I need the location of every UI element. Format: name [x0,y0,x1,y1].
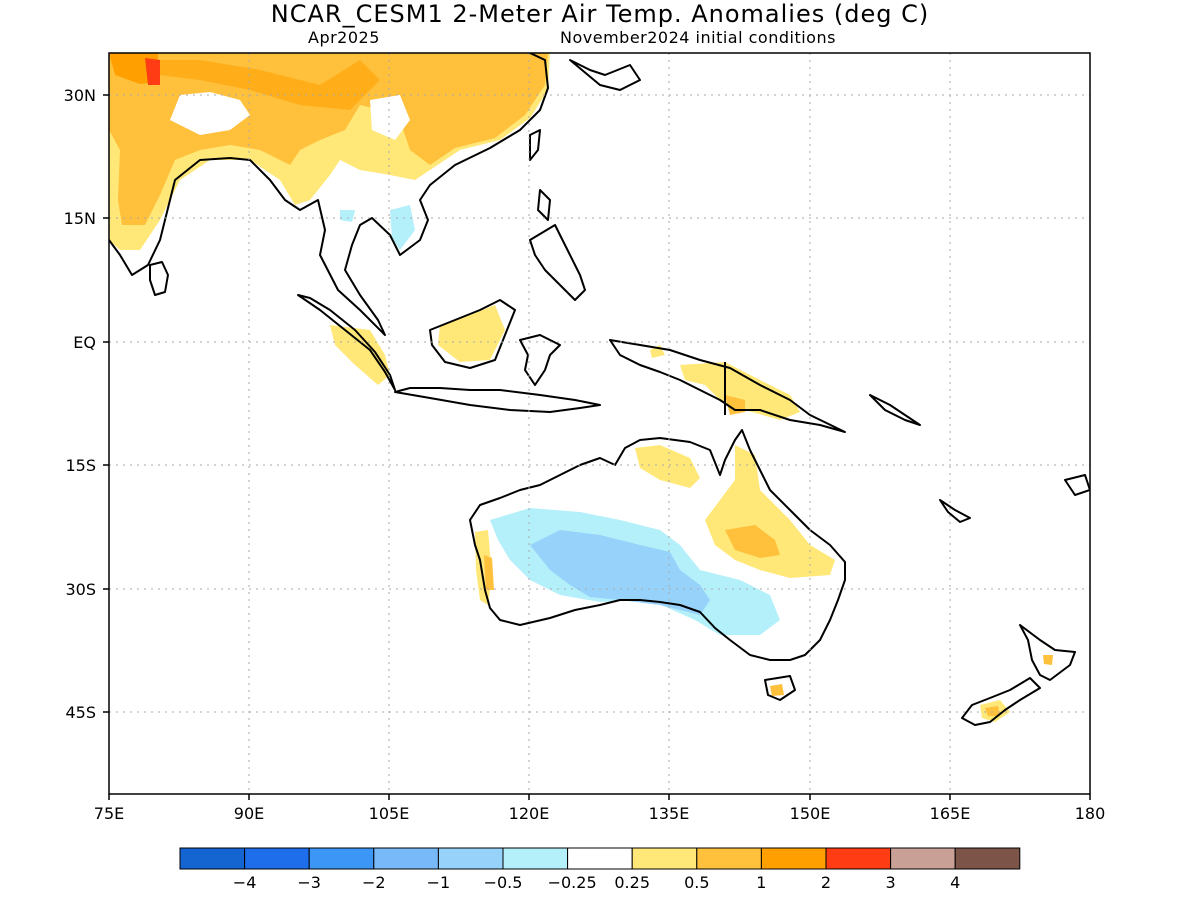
lon-label: 135E [648,804,690,823]
colorbar-label: −4 [232,873,257,892]
colorbar-swatch [696,847,762,870]
lon-label: 150E [789,804,831,823]
colorbar-label: 0.5 [684,873,710,892]
colorbar-swatch [760,847,827,870]
anomaly-shading [109,53,1053,722]
colorbar-label: 4 [950,873,961,892]
plot-border [108,52,1091,795]
colorbar-swatch [567,847,633,870]
colorbar-label: 0.25 [614,873,650,892]
colorbar-label: 1 [756,873,767,892]
colorbar-swatch [502,847,569,870]
colorbar-swatch [631,847,698,870]
map-title: NCAR_CESM1 2-Meter Air Temp. Anomalies (… [270,0,930,28]
axis-ticks [103,94,1091,800]
colorbar-label: −1 [426,873,451,892]
colorbar-swatch [179,847,246,870]
grid-lines [109,53,1090,794]
colorbar-label: −0.25 [547,873,597,892]
lon-label: 90E [233,804,265,823]
colorbar-label: 3 [885,873,896,892]
colorbar-label: −0.5 [483,873,523,892]
lat-label: 30N [63,86,96,105]
colorbar-swatch [825,847,892,870]
colorbar-swatch [954,847,1021,870]
colorbar-swatch [437,847,504,870]
lat-label: 30S [65,580,96,599]
lon-label: 180 [1074,804,1106,823]
lon-label: 105E [368,804,410,823]
initial-conditions: November2024 initial conditions [560,28,836,47]
map-area [109,53,1090,726]
forecast-month: Apr2025 [308,28,380,47]
lon-label: 120E [508,804,550,823]
lat-label: 15N [63,209,96,228]
colorbar-swatch [308,847,375,870]
colorbar [179,847,1021,870]
lat-label: 45S [65,703,96,722]
colorbar-label: −3 [297,873,321,892]
colorbar-swatch [373,847,439,870]
colorbar-label: −2 [362,873,386,892]
lat-label: 15S [65,456,96,475]
colorbar-swatch [244,847,310,870]
colorbar-label: 2 [820,873,832,892]
lon-label: 75E [93,804,125,823]
lon-label: 165E [929,804,971,823]
coastlines [109,53,1090,726]
colorbar-swatch [890,847,956,870]
lat-label: EQ [73,333,96,352]
